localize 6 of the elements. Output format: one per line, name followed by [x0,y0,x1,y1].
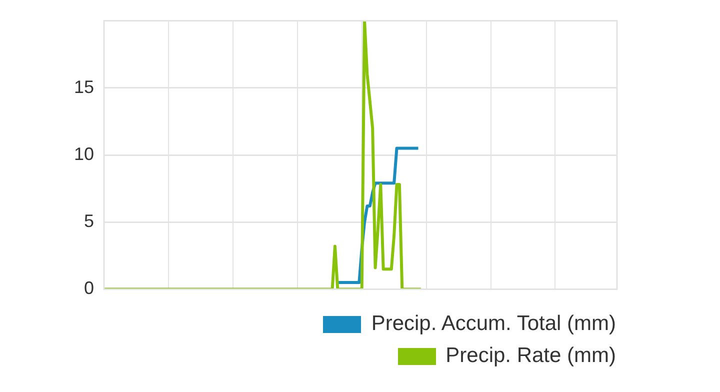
y-tick-label: 15 [74,76,94,97]
y-tick-label: 5 [84,211,94,232]
legend-label: Precip. Accum. Total (mm) [371,312,616,336]
legend-label: Precip. Rate (mm) [446,344,616,368]
y-tick-label: 10 [74,144,94,164]
y-tick-label: 0 [84,278,94,298]
